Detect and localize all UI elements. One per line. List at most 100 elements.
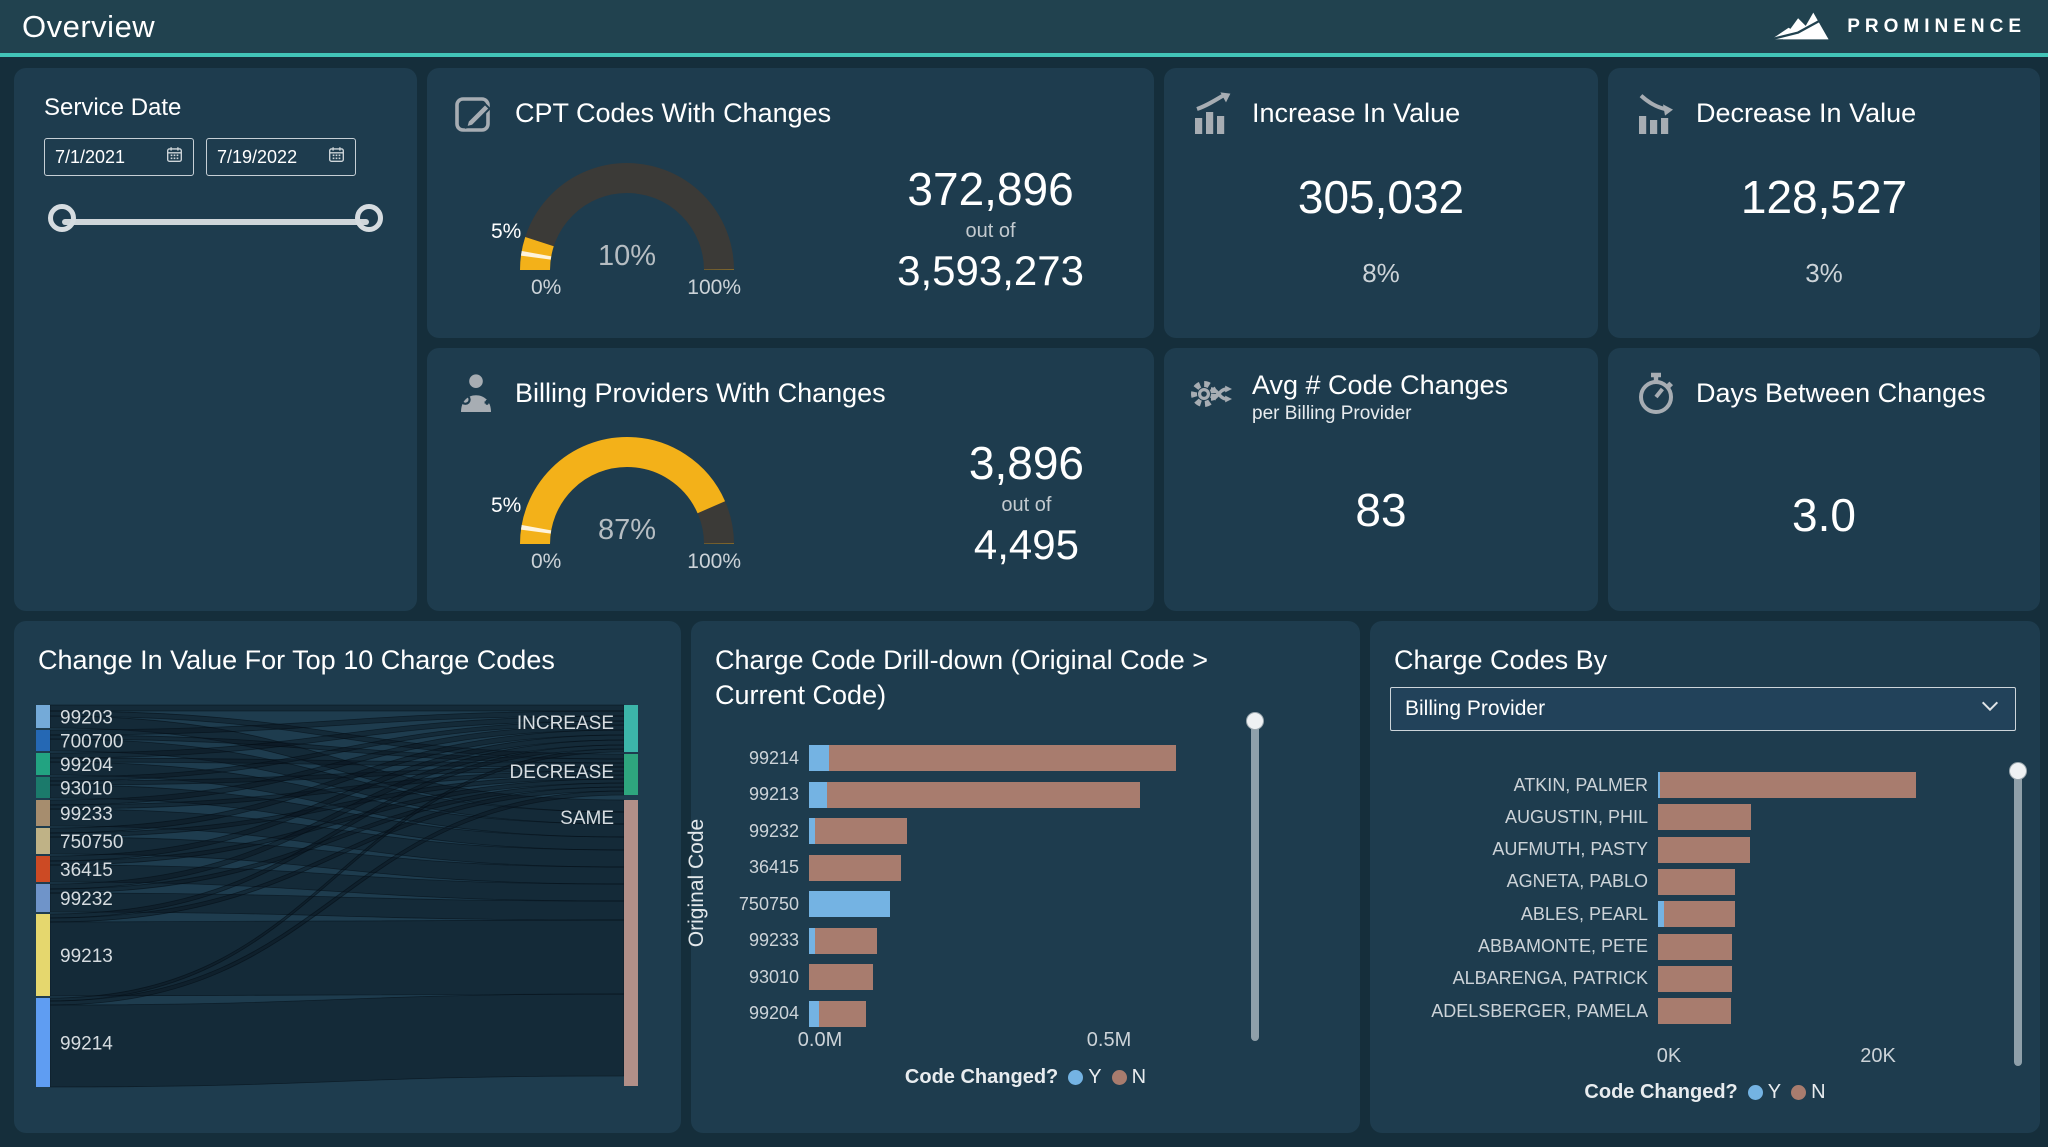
- bar-row: 36415: [691, 854, 1331, 881]
- bar-segment-n[interactable]: [1664, 901, 1736, 928]
- kpi-title: Avg # Code Changes: [1252, 370, 1509, 400]
- x-tick: 0.0M: [797, 1029, 843, 1051]
- panel-title: Charge Code Drill-down (Original Code > …: [715, 645, 1208, 711]
- kpi-value: 305,032: [1297, 171, 1465, 223]
- sankey-node-label: INCREASE: [517, 713, 614, 734]
- sankey-link[interactable]: [49, 919, 625, 997]
- bar-segment-n[interactable]: [827, 781, 1140, 808]
- bar-segment-n[interactable]: [1658, 998, 1732, 1025]
- sankey-node[interactable]: [624, 800, 638, 1086]
- sankey-node[interactable]: [36, 800, 50, 826]
- group-by-dropdown[interactable]: Billing Provider: [1390, 687, 2016, 731]
- sankey-node[interactable]: [624, 705, 638, 752]
- bar-segment-n[interactable]: [1658, 965, 1733, 992]
- increase-card: Increase In Value 305,032 8%: [1164, 68, 1598, 338]
- panel-title: Charge Codes By: [1394, 645, 1608, 675]
- bar-segment-y[interactable]: [809, 745, 830, 771]
- bar-segment-y[interactable]: [1658, 901, 1665, 928]
- sankey-node[interactable]: [36, 998, 50, 1087]
- end-date-value: 7/19/2022: [217, 146, 298, 167]
- bar-row-label: ADELSBERGER, PAMELA: [1431, 1000, 1648, 1021]
- kpi-title: Increase In Value: [1252, 98, 1461, 128]
- bar-segment-n[interactable]: [819, 1000, 866, 1027]
- sankey-node[interactable]: [36, 730, 50, 751]
- service-date-label: Service Date: [44, 94, 182, 121]
- bar-segment-y[interactable]: [809, 1000, 820, 1027]
- gauge-threshold-label: 5%: [491, 220, 522, 243]
- bar-segment-y[interactable]: [809, 818, 815, 844]
- kpi-percent: 8%: [1362, 258, 1400, 288]
- kpi-value: 3,896: [968, 436, 1084, 489]
- sankey-node[interactable]: [36, 777, 50, 798]
- bar-row-label: 750750: [738, 893, 799, 914]
- legend-title: Code Changed?: [904, 1066, 1059, 1088]
- x-tick: 0K: [1656, 1045, 1682, 1067]
- sankey-node[interactable]: [624, 754, 638, 795]
- bar-segment-y[interactable]: [809, 781, 828, 808]
- bar-row: 99232: [691, 818, 1331, 844]
- stopwatch-icon: [1632, 370, 1680, 418]
- bar-row: ABBAMONTE, PETE: [1370, 933, 2010, 960]
- end-date-input[interactable]: 7/19/2022: [206, 138, 356, 176]
- bar-row-label: 99204: [748, 1003, 799, 1023]
- drilldown-scrollbar[interactable]: [1246, 712, 1264, 1041]
- date-range-slider[interactable]: [48, 202, 383, 242]
- sankey-node-label: 99214: [60, 1034, 113, 1055]
- sankey-node-label: 99203: [60, 708, 113, 729]
- bar-segment-n[interactable]: [829, 745, 1177, 771]
- bar-segment-n[interactable]: [1658, 868, 1736, 895]
- bar-segment-n[interactable]: [1658, 804, 1751, 831]
- gauge-threshold-label: 5%: [491, 494, 522, 517]
- bar-segment-y[interactable]: [809, 927, 815, 954]
- chart-decrease-icon: [1632, 90, 1680, 138]
- sankey-link[interactable]: [49, 993, 625, 1088]
- bar-segment-n[interactable]: [1658, 933, 1733, 960]
- sankey-node[interactable]: [36, 914, 50, 996]
- slider-handle-start[interactable]: [48, 204, 76, 232]
- sankey-node-label: 36415: [60, 860, 113, 881]
- bar-row-label: 99213: [748, 784, 799, 804]
- bar-segment-y[interactable]: [809, 891, 890, 917]
- gauge-value-label: 10%: [597, 240, 657, 272]
- legend-label: Y: [1088, 1066, 1102, 1088]
- sankey-node[interactable]: [36, 828, 50, 854]
- bar-segment-n[interactable]: [809, 854, 902, 881]
- bar-segment-n[interactable]: [814, 818, 908, 844]
- calendar-icon[interactable]: [166, 146, 183, 168]
- start-date-input[interactable]: 7/1/2021: [44, 138, 194, 176]
- bar-segment-n[interactable]: [1658, 836, 1750, 863]
- sankey-node[interactable]: [36, 884, 50, 912]
- sankey-node[interactable]: [36, 753, 50, 775]
- scrollbar-handle[interactable]: [1246, 712, 1264, 730]
- gauge-min-label: 0%: [531, 550, 562, 573]
- sankey-node-label: 700700: [60, 732, 123, 753]
- doctor-icon: [451, 370, 499, 418]
- legend-label: N: [1811, 1081, 1826, 1103]
- sankey-node-label: 750750: [60, 832, 123, 853]
- sankey-node-label: DECREASE: [509, 762, 614, 783]
- calendar-icon[interactable]: [328, 146, 345, 168]
- slider-handle-end[interactable]: [355, 204, 383, 232]
- kpi-value: 3.0: [1792, 489, 1856, 541]
- kpi-total: 4,495: [973, 520, 1079, 568]
- dropdown-value: Billing Provider: [1405, 697, 1546, 720]
- bar-segment-y[interactable]: [1658, 772, 1661, 798]
- scrollbar-handle[interactable]: [2009, 762, 2027, 780]
- sankey-node[interactable]: [36, 705, 50, 728]
- bar-row: ATKIN, PALMER: [1370, 772, 2010, 798]
- avg-code-changes-card: Avg # Code Changes per Billing Provider …: [1164, 348, 1598, 611]
- bar-row: 750750: [691, 891, 1331, 917]
- sankey-panel: Change In Value For Top 10 Charge Codes …: [14, 621, 681, 1133]
- bar-segment-n[interactable]: [1660, 772, 1917, 798]
- bar-segment-n[interactable]: [814, 927, 878, 954]
- bar-row: ABLES, PEARL: [1370, 901, 2010, 928]
- bar-row: 99233: [691, 927, 1331, 954]
- sankey-link[interactable]: [49, 704, 625, 712]
- gauge-max-label: 100%: [687, 550, 741, 573]
- provider-chart: ATKIN, PALMER AUGUSTIN, PHIL AUFMUTH, PAST…: [1370, 621, 2040, 1133]
- sankey-node[interactable]: [36, 856, 50, 882]
- provider-scrollbar[interactable]: [2009, 762, 2027, 1066]
- slider-track[interactable]: [62, 219, 369, 225]
- brand: PROMINENCE: [1769, 5, 2026, 48]
- bar-segment-n[interactable]: [809, 964, 873, 990]
